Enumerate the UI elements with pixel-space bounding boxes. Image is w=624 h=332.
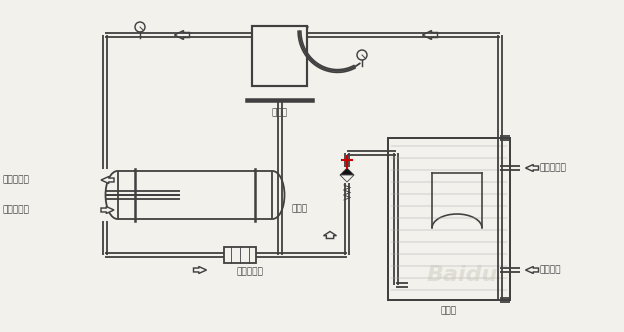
Polygon shape xyxy=(340,168,354,175)
Polygon shape xyxy=(525,164,539,172)
Polygon shape xyxy=(101,207,114,213)
Text: 冷冻水进口: 冷冻水进口 xyxy=(540,163,567,173)
Circle shape xyxy=(357,50,367,60)
Text: 压缩机: 压缩机 xyxy=(272,108,288,117)
Polygon shape xyxy=(193,267,207,274)
Text: 蒸发器: 蒸发器 xyxy=(441,306,457,315)
Polygon shape xyxy=(175,31,190,40)
Text: 冷却水进口: 冷却水进口 xyxy=(2,206,29,214)
Text: 冷水出口: 冷水出口 xyxy=(540,266,562,275)
Polygon shape xyxy=(340,175,354,182)
Polygon shape xyxy=(323,231,336,238)
Circle shape xyxy=(135,22,145,32)
Polygon shape xyxy=(422,31,437,40)
Text: Baidu: Baidu xyxy=(426,265,498,285)
Text: 冷却水出口: 冷却水出口 xyxy=(2,176,29,185)
Polygon shape xyxy=(101,177,114,184)
Bar xyxy=(388,138,510,300)
Text: 膨胀阀: 膨胀阀 xyxy=(292,204,308,213)
Bar xyxy=(253,26,308,86)
Polygon shape xyxy=(525,267,539,274)
Bar xyxy=(117,171,273,219)
Bar xyxy=(224,247,256,263)
Text: 干燥过滤器: 干燥过滤器 xyxy=(236,267,263,276)
